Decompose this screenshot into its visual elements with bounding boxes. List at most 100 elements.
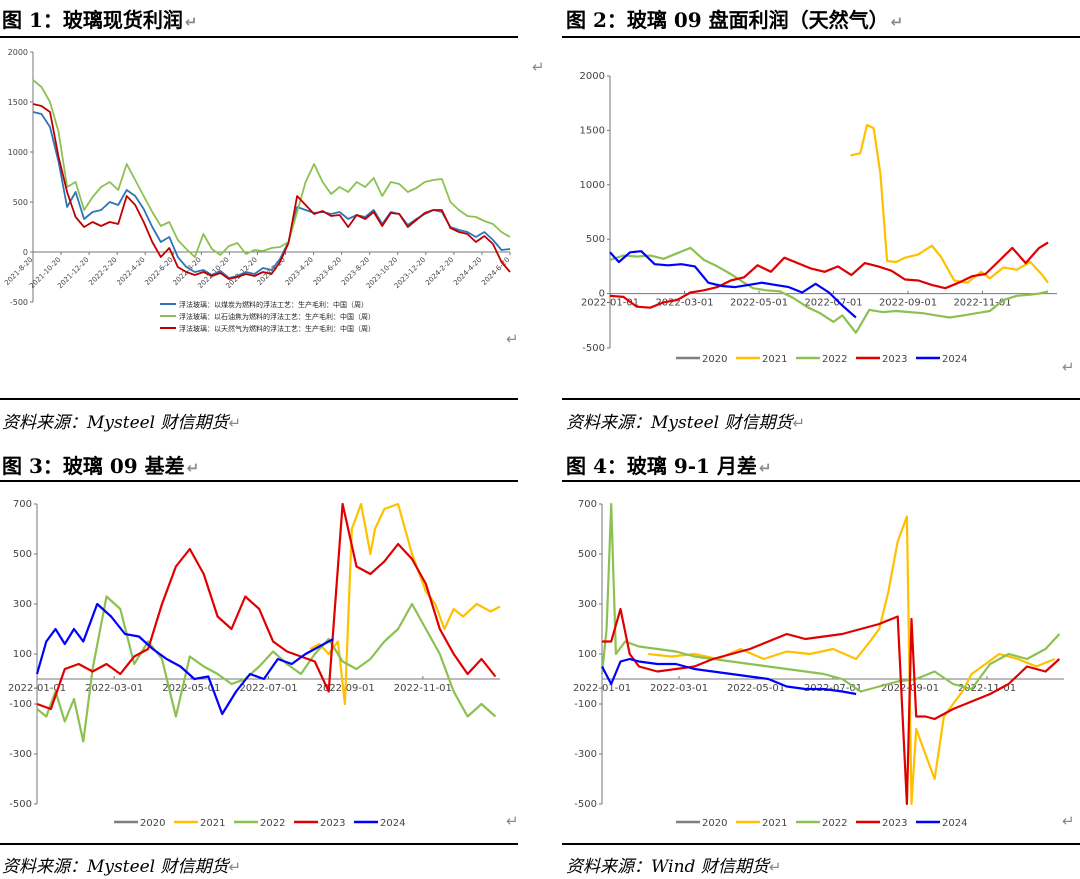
x-tick-label: 2022-07-01 <box>804 683 862 694</box>
x-tick-label: 2022-05-01 <box>162 683 220 694</box>
figure-4-title: 图 4：玻璃 9-1 月差 ↵ <box>566 454 772 478</box>
title-rule <box>562 36 1080 38</box>
figure-3-source: 资料来源：Mysteel 财信期货↵ <box>2 857 242 877</box>
x-tick-label: 2022-01-01 <box>573 683 631 694</box>
x-tick-label: 2022-01-01 <box>8 683 66 694</box>
y-tick-label: 2000 <box>8 48 28 57</box>
figure-2-source: 资料来源：Mysteel 财信期货↵ <box>566 413 806 433</box>
legend-label: 浮法玻璃：以天然气为燃料的浮法工艺：生产毛利：中国（周） <box>179 324 375 333</box>
return-mark: ↵ <box>532 58 545 76</box>
y-tick-label: 500 <box>578 549 597 560</box>
figure-1-source: 资料来源：Mysteel 财信期货↵ <box>2 413 242 433</box>
y-tick-label: 700 <box>578 499 597 510</box>
y-tick-label: 700 <box>13 499 32 510</box>
legend-label: 2021 <box>762 818 787 829</box>
source-rule <box>0 398 518 400</box>
y-tick-label: 1000 <box>580 180 605 191</box>
return-mark: ↵ <box>186 459 200 477</box>
x-tick-label: 2022-11-01 <box>958 683 1016 694</box>
legend-label: 2024 <box>942 354 967 365</box>
chart-panel-4: -500 -300 -100 100 300 500 700 2022-01-01 2022-0… <box>573 499 1064 829</box>
y-tick-label: 0 <box>599 289 605 300</box>
y-tick-label: 1500 <box>8 98 28 107</box>
source-rule <box>562 398 1080 400</box>
x-tick-label: 2022-11-01 <box>953 298 1011 309</box>
return-mark: ↵ <box>184 13 198 31</box>
series-line-2021 <box>309 502 501 706</box>
title-rule <box>562 480 1080 482</box>
x-tick-label: 2022-4-20 <box>115 256 146 287</box>
series-line-2021 <box>850 123 1049 284</box>
return-mark: ↵ <box>228 414 242 432</box>
series-line- <box>32 111 511 279</box>
y-tick-label: 300 <box>578 599 597 610</box>
legend-label: 2021 <box>200 818 225 829</box>
y-tick-label: -100 <box>9 699 32 710</box>
series-line-2022 <box>36 595 497 743</box>
x-tick-label: 2024-4-20 <box>452 256 483 287</box>
x-tick-label: 2023-6-20 <box>312 256 343 287</box>
y-tick-label: 100 <box>13 649 32 660</box>
series-line- <box>32 79 511 258</box>
return-mark: ↵ <box>768 858 782 876</box>
y-tick-label: -500 <box>582 343 605 354</box>
series-line-2024 <box>35 602 334 716</box>
y-tick-label: 1500 <box>580 125 605 136</box>
x-tick-label: 2022-09-01 <box>879 298 937 309</box>
figure-4-source: 资料来源：Wind 财信期货↵ <box>566 857 782 877</box>
y-tick-label: 2000 <box>580 71 605 82</box>
return-mark: ↵ <box>228 858 242 876</box>
return-mark: ↵ <box>506 812 519 830</box>
x-tick-label: 2024-6-20 <box>480 256 511 287</box>
legend-label: 2024 <box>380 818 405 829</box>
y-tick-label: -500 <box>574 799 597 810</box>
return-mark: ↵ <box>1062 358 1075 376</box>
legend-label: 2023 <box>320 818 345 829</box>
x-tick-label: 2023-4-20 <box>284 256 315 287</box>
x-tick-label: 2022-03-01 <box>85 683 143 694</box>
series-line-2023 <box>609 241 1049 309</box>
legend-label: 浮法玻璃：以石油焦为燃料的浮法工艺：生产毛利：中国（周） <box>179 312 375 321</box>
y-tick-label: -500 <box>9 799 32 810</box>
series-line-2024 <box>601 657 857 696</box>
series-line- <box>32 103 511 280</box>
legend-label: 2022 <box>260 818 285 829</box>
title-rule <box>0 36 518 38</box>
return-mark: ↵ <box>758 459 772 477</box>
return-mark: ↵ <box>1062 812 1075 830</box>
y-tick-label: 0 <box>23 248 28 257</box>
legend-label: 浮法玻璃：以煤炭为燃料的浮法工艺：生产毛利：中国（周） <box>179 300 368 309</box>
series-line-2023 <box>602 607 1061 806</box>
figure-2-title: 图 2：玻璃 09 盘面利润（天然气） ↵ <box>566 8 904 32</box>
legend-label: 2020 <box>702 354 727 365</box>
legend-label: 2024 <box>942 818 967 829</box>
x-tick-label: 2022-03-01 <box>655 298 713 309</box>
return-mark: ↵ <box>890 13 904 31</box>
chart-panel-3: -500 -300 -100 100 300 500 700 2022-01-01 2022-0… <box>8 499 501 829</box>
legend-label: 2022 <box>822 354 847 365</box>
legend-label: 2020 <box>702 818 727 829</box>
series-line-2024 <box>609 250 857 319</box>
source-rule <box>0 843 518 845</box>
y-tick-label: 500 <box>13 198 28 207</box>
x-tick-label: 2022-07-01 <box>239 683 297 694</box>
y-tick-label: 1000 <box>8 148 28 157</box>
chart-panel-1: -50005001000150020002021-8-202021-10-202… <box>3 48 511 333</box>
legend-label: 2022 <box>822 818 847 829</box>
figure-3-title: 图 3：玻璃 09 基差 ↵ <box>2 454 200 478</box>
legend-label: 2020 <box>140 818 165 829</box>
series-line-2021 <box>648 515 1056 806</box>
x-tick-label: 2023-2-20 <box>256 256 287 287</box>
chart-panel-2: -500 0 500 1000 1500 2000 2022-01-01 2022-03-01… <box>580 71 1057 365</box>
return-mark: ↵ <box>792 414 806 432</box>
series-line-2022 <box>609 246 1049 334</box>
legend-label: 2023 <box>882 818 907 829</box>
legend-label: 2023 <box>882 354 907 365</box>
y-tick-label: -300 <box>574 749 597 760</box>
return-mark: ↵ <box>506 330 519 348</box>
y-tick-label: -100 <box>574 699 597 710</box>
x-tick-label: 2022-2-20 <box>87 256 118 287</box>
x-tick-label: 2022-07-01 <box>804 298 862 309</box>
y-tick-label: 300 <box>13 599 32 610</box>
series-line-2022 <box>600 502 1061 693</box>
